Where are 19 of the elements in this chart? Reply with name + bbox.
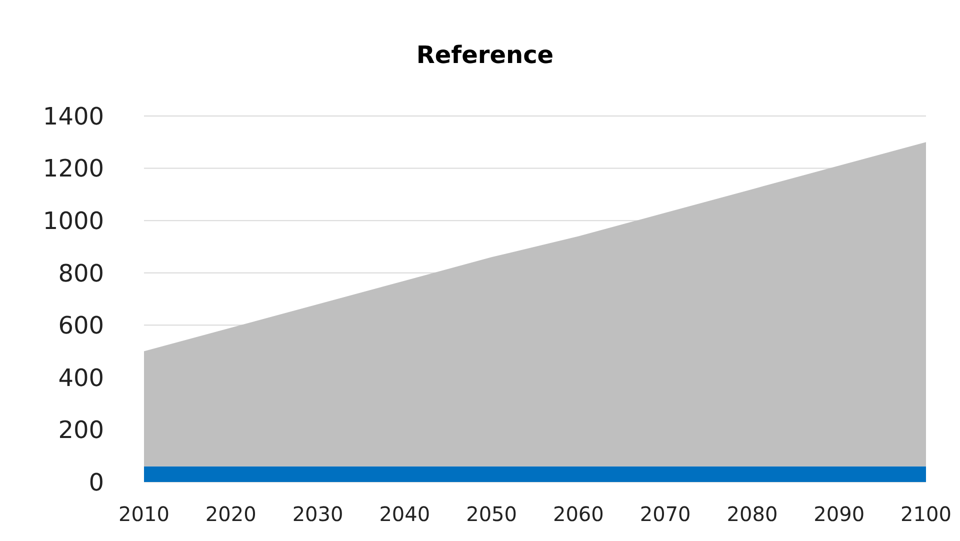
x-tick-label: 2060 <box>552 502 604 526</box>
x-tick-label: 2020 <box>205 502 256 526</box>
x-tick-label: 2100 <box>900 502 952 526</box>
y-tick-label: 800 <box>58 259 104 288</box>
y-tick-label: 1000 <box>42 206 104 235</box>
y-tick-label: 200 <box>58 416 104 444</box>
x-tick-label: 2090 <box>814 502 865 526</box>
y-tick-label: 1400 <box>42 102 104 130</box>
y-tick-label: 600 <box>58 312 104 340</box>
y-tick-label: 0 <box>88 468 104 496</box>
chart-title: Reference <box>416 41 554 69</box>
y-tick-label: 1200 <box>42 154 104 183</box>
x-tick-label: 2040 <box>379 502 430 526</box>
x-tick-label: 2030 <box>292 502 344 526</box>
x-tick-label: 2080 <box>726 502 778 526</box>
x-tick-label: 2010 <box>118 502 170 526</box>
y-tick-label: 400 <box>58 364 104 392</box>
x-tick-label: 2050 <box>466 502 518 526</box>
x-tick-label: 2070 <box>640 502 691 526</box>
